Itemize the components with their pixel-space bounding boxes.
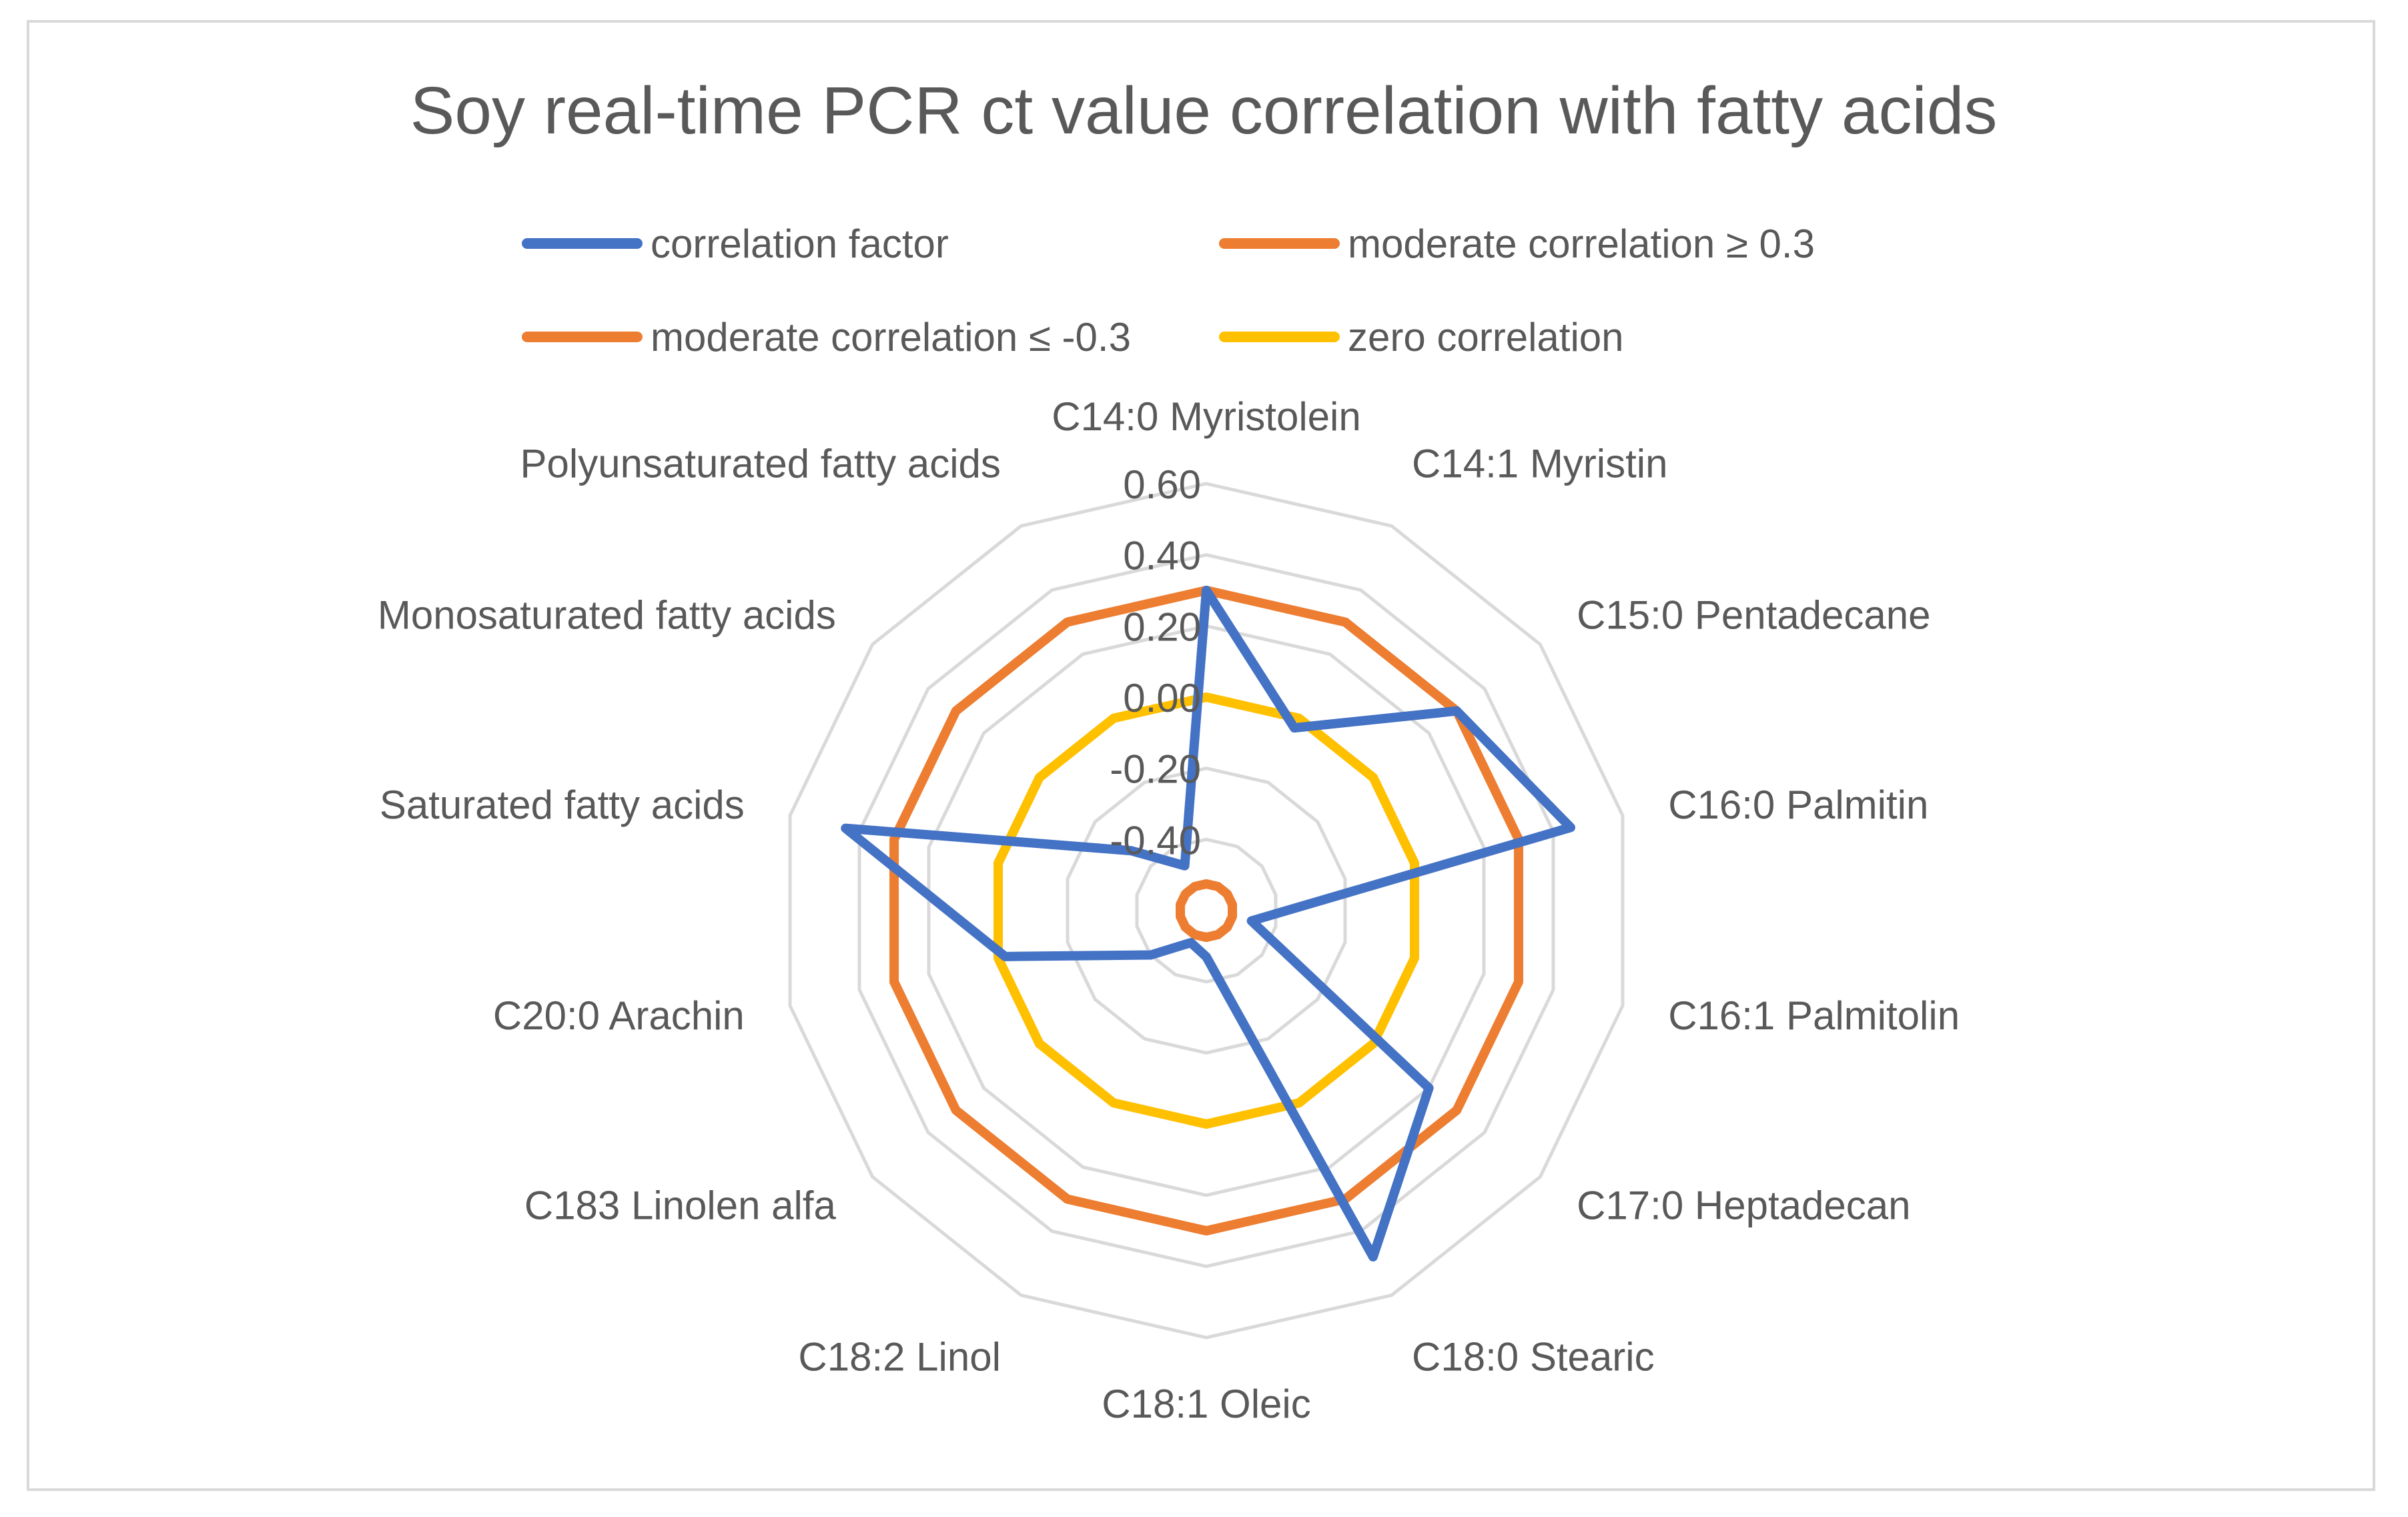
chart-frame (27, 20, 2375, 1491)
category-label: C18:2 Linol (798, 1335, 1001, 1380)
legend-label: correlation factor (651, 221, 949, 266)
tick-label: 0.00 (1123, 676, 1201, 720)
series-line-correlation-factor (841, 586, 1575, 1261)
grid-ring (1066, 767, 1347, 1055)
tick-label: -0.20 (1110, 747, 1201, 792)
legend-label: moderate correlation ≤ -0.3 (651, 315, 1131, 360)
category-label: C16:1 Palmitolin (1668, 993, 1960, 1038)
grid-ring (1135, 837, 1278, 984)
chart-title: Soy real-time PCR ct value correlation w… (410, 73, 1998, 148)
category-label: Saturated fatty acids (380, 783, 745, 827)
category-label: C17:0 Heptadecan (1577, 1183, 1910, 1228)
category-label: C18:1 Oleic (1102, 1382, 1310, 1426)
category-labels: C14:0 Myristolein C14:1 Myristin C15:0 Pen… (378, 394, 1960, 1426)
tick-label: 0.60 (1123, 462, 1201, 507)
category-label: C14:1 Myristin (1412, 441, 1667, 486)
legend-label: zero correlation (1348, 315, 1624, 360)
tick-label: -0.40 (1110, 818, 1201, 863)
series-line-zero-correlation (993, 692, 1419, 1129)
series-lines (841, 586, 1575, 1261)
series-line-moderate-correlation-0-3 (1176, 879, 1237, 942)
category-label: C16:0 Palmitin (1668, 783, 1928, 827)
category-label: C20:0 Arachin (493, 993, 745, 1038)
category-label: Monosaturated fatty acids (378, 592, 836, 637)
category-label: Polyunsaturated fatty acids (520, 441, 1001, 486)
category-label: C183 Linolen alfa (524, 1183, 837, 1228)
series-line-moderate-correlation-0-3 (889, 586, 1523, 1235)
category-label: C15:0 Pentadecane (1577, 592, 1930, 637)
tick-label: 0.20 (1123, 604, 1201, 649)
legend: correlation factor moderate correlation ≥… (522, 221, 1815, 360)
radial-tick-labels: 0.60 0.40 0.20 0.00 -0.20 -0.40 (1110, 462, 1201, 863)
grid-ring (927, 624, 1486, 1197)
tick-label: 0.40 (1123, 534, 1201, 578)
category-label: C18:0 Stearic (1412, 1335, 1655, 1380)
category-label: C14:0 Myristolein (1052, 394, 1361, 439)
legend-label: moderate correlation ≥ 0.3 (1348, 221, 1815, 266)
grid-ring (857, 553, 1555, 1268)
grid-ring (788, 482, 1625, 1340)
